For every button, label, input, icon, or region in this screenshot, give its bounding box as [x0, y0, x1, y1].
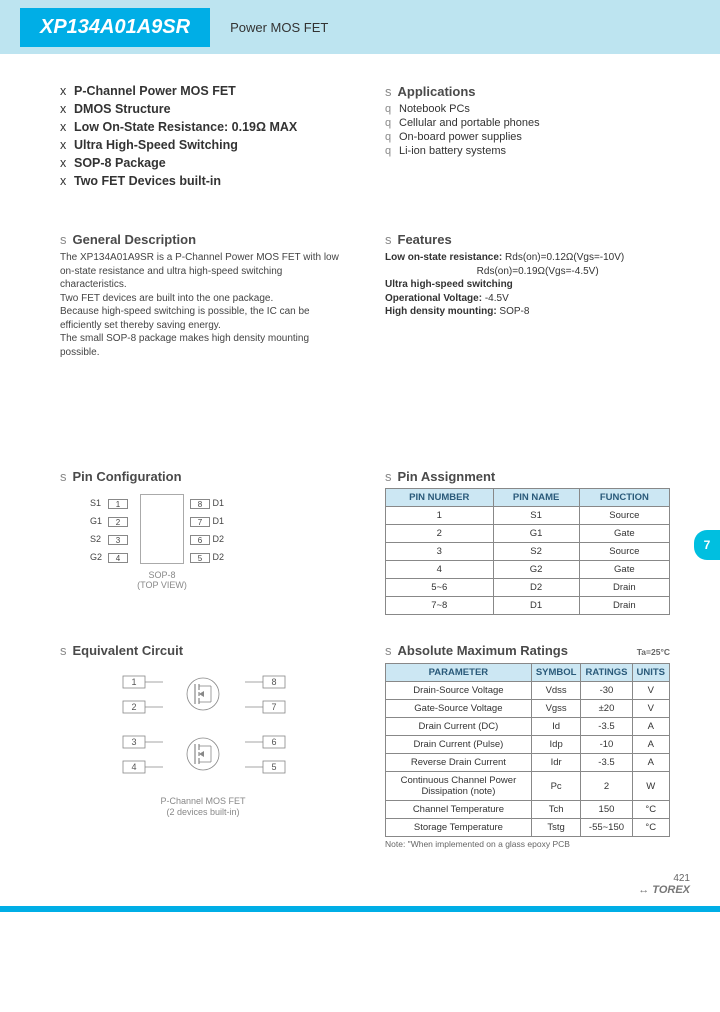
application-item: qOn-board power supplies: [385, 131, 670, 143]
equivalent-circuit-diagram: 1 2 3 4 8 7 6 5 P-Channel MOS FET(2 devices buil…: [60, 662, 345, 832]
svg-text:5: 5: [271, 762, 276, 772]
pinassign-title: sPin Assignment: [385, 469, 670, 484]
gendesc-text: The XP134A01A9SR is a P-Channel Power MO…: [60, 251, 345, 359]
svg-text:8: 8: [271, 677, 276, 687]
application-item: qLi-ion battery systems: [385, 145, 670, 157]
gendesc-title: sGeneral Description: [60, 232, 345, 247]
key-feature-item: xTwo FET Devices built-in: [60, 174, 345, 188]
key-feature-item: xUltra High-Speed Switching: [60, 138, 345, 152]
category: Power MOS FET: [230, 20, 328, 35]
eqcirc-title: sEquivalent Circuit: [60, 643, 345, 658]
key-feature-item: xDMOS Structure: [60, 102, 345, 116]
abs-max-note: Note: "When implemented on a glass epoxy…: [385, 839, 670, 849]
key-feature-item: xP-Channel Power MOS FET: [60, 84, 345, 98]
side-tab: 7: [694, 530, 720, 560]
brand-logo: ↔ TOREX: [0, 884, 690, 896]
features-title: sFeatures: [385, 232, 670, 247]
key-feature-item: xLow On-State Resistance: 0.19Ω MAX: [60, 120, 345, 134]
applications-list: qNotebook PCs qCellular and portable phon…: [385, 103, 670, 157]
key-features-list: xP-Channel Power MOS FET xDMOS Structure x…: [60, 84, 345, 192]
page-number: 421: [0, 873, 690, 884]
header-band: XP134A01A9SR Power MOS FET: [0, 0, 720, 54]
application-item: qNotebook PCs: [385, 103, 670, 115]
application-item: qCellular and portable phones: [385, 117, 670, 129]
svg-text:P-Channel MOS FET: P-Channel MOS FET: [160, 796, 246, 806]
pin-diagram: S11G12S23G24 8 D17 D16 D25 D2 SOP-8(TOP …: [60, 488, 345, 618]
absmax-title: sAbsolute Maximum Ratings Ta=25°C: [385, 643, 670, 659]
part-number: XP134A01A9SR: [20, 8, 210, 47]
features-text: Low on-state resistance: Rds(on)=0.12Ω(V…: [385, 251, 670, 319]
footer: 421 ↔ TOREX: [0, 869, 720, 906]
pinconfig-title: sPin Configuration: [60, 469, 345, 484]
svg-text:2: 2: [131, 702, 136, 712]
abs-max-table: PARAMETERSYMBOLRATINGSUNITSDrain-Source …: [385, 663, 670, 837]
key-feature-item: xSOP-8 Package: [60, 156, 345, 170]
svg-text:7: 7: [271, 702, 276, 712]
svg-text:3: 3: [131, 737, 136, 747]
svg-text:(2 devices built-in): (2 devices built-in): [166, 807, 239, 817]
applications-title: sApplications: [385, 84, 670, 99]
svg-text:4: 4: [131, 762, 136, 772]
svg-text:6: 6: [271, 737, 276, 747]
bottom-bar: [0, 906, 720, 912]
pin-assignment-table: PIN NUMBERPIN NAMEFUNCTION1S1Source2G1Ga…: [385, 488, 670, 615]
svg-text:1: 1: [131, 677, 136, 687]
